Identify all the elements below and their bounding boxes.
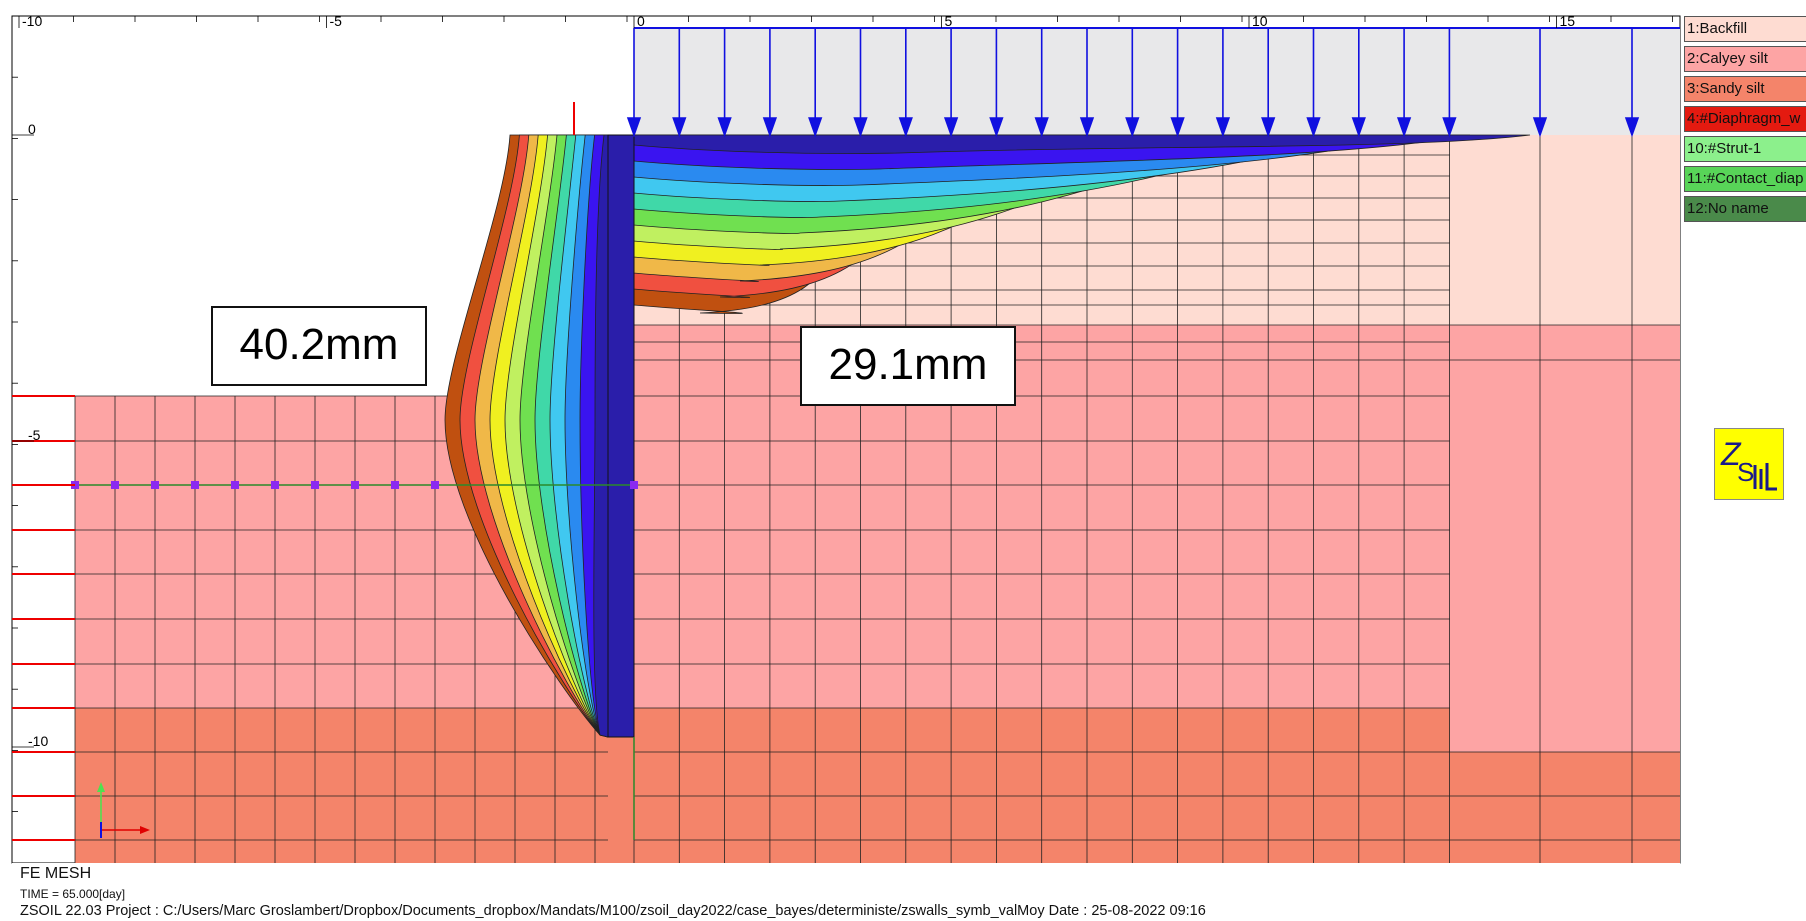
legend-item[interactable]: 1:Backfill — [1684, 16, 1806, 42]
load-arrow-head — [1170, 117, 1185, 138]
load-arrow-head — [1261, 117, 1276, 138]
legend-item[interactable]: 10:#Strut-1 — [1684, 136, 1806, 162]
strut-node — [431, 481, 439, 489]
y-tick-label: 0 — [28, 121, 36, 137]
load-arrow-head — [898, 117, 913, 138]
boundary-supports — [12, 395, 75, 841]
strut-node — [231, 481, 239, 489]
strut-node — [630, 481, 638, 489]
zsoil-logo: Z S — [1714, 428, 1784, 500]
strut-node — [191, 481, 199, 489]
strut-node — [351, 481, 359, 489]
soil-layers — [75, 28, 1680, 863]
sandy-silt-layer-right — [1450, 752, 1680, 863]
sandy-silt-layer — [75, 708, 1450, 863]
surface-settlement-contours — [633, 134, 1531, 314]
strut-node — [311, 481, 319, 489]
load-arrow-head — [943, 117, 959, 138]
load-arrow-head — [1034, 117, 1049, 138]
clayey-silt-layer-far-right — [1450, 708, 1680, 752]
load-arrow-head — [808, 117, 823, 138]
load-arrow-head — [717, 117, 732, 138]
strut-node — [111, 481, 119, 489]
x-tick-label: 15 — [1560, 13, 1576, 29]
legend-item[interactable]: 2:Calyey silt — [1684, 46, 1806, 72]
load-arrow-head — [1306, 117, 1321, 138]
wall-max-displacement-label: 40.2mm — [211, 306, 427, 386]
load-arrow-head — [1215, 117, 1231, 138]
x-tick-label: 5 — [945, 13, 953, 29]
load-arrow-head — [1532, 117, 1548, 138]
load-arrow-head — [1442, 117, 1457, 138]
load-arrow-head — [672, 117, 687, 138]
wall-displacement-contours — [444, 134, 609, 738]
logo-letters-soil: S — [1737, 457, 1754, 487]
surface-max-settlement-label: 29.1mm — [800, 326, 1016, 406]
status-area: FE MESH TIME = 65.000[day] ZSOIL 22.03 P… — [12, 863, 1680, 921]
strut-node — [151, 481, 159, 489]
load-arrow-head — [989, 117, 1004, 138]
axis-triad — [97, 782, 150, 838]
material-legend: 1:Backfill 2:Calyey silt 3:Sandy silt 4:#Di… — [1684, 16, 1806, 226]
surface-contour-band — [633, 134, 1531, 154]
strut-node — [391, 481, 399, 489]
x-tick-label: -10 — [22, 13, 42, 29]
strut-node — [271, 481, 279, 489]
y-axis-arrowhead — [97, 782, 105, 792]
project-info-line: ZSOIL 22.03 Project : C:/Users/Marc Gros… — [20, 903, 1206, 919]
axes: -10 -5 0 5 10 15 0 -5 -10 — [11, 13, 1673, 812]
load-arrow-head — [626, 117, 642, 138]
load-arrow-head — [762, 117, 778, 138]
x-tick-label: 10 — [1252, 13, 1268, 29]
load-arrow-head — [1125, 117, 1140, 138]
logo-letter-z: Z — [1720, 436, 1742, 472]
x-axis-arrowhead — [140, 826, 150, 834]
view-mode-label: FE MESH — [20, 865, 92, 882]
load-arrow-head — [1396, 117, 1412, 138]
load-arrow-head — [853, 117, 868, 138]
load-arrow-head — [1079, 117, 1095, 138]
y-tick-label: -10 — [28, 733, 48, 749]
x-tick-label: -5 — [330, 13, 343, 29]
y-tick-label: -5 — [28, 427, 41, 443]
legend-item[interactable]: 3:Sandy silt — [1684, 76, 1806, 102]
wall-contour-band — [593, 134, 609, 738]
legend-item[interactable]: 12:No name — [1684, 196, 1806, 222]
load-arrow-head — [1624, 117, 1640, 138]
clayey-silt-layer-right — [634, 325, 1680, 708]
x-tick-label: 0 — [637, 13, 645, 29]
legend-item[interactable]: 11:#Contact_diap — [1684, 166, 1806, 192]
surcharge-load-arrows — [626, 28, 1640, 138]
load-arrow-head — [1351, 117, 1366, 138]
surcharge-zone — [634, 28, 1680, 135]
legend-item[interactable]: 4:#Diaphragm_w — [1684, 106, 1806, 132]
diaphragm-wall[interactable] — [607, 134, 635, 738]
time-label: TIME = 65.000[day] — [20, 887, 126, 901]
